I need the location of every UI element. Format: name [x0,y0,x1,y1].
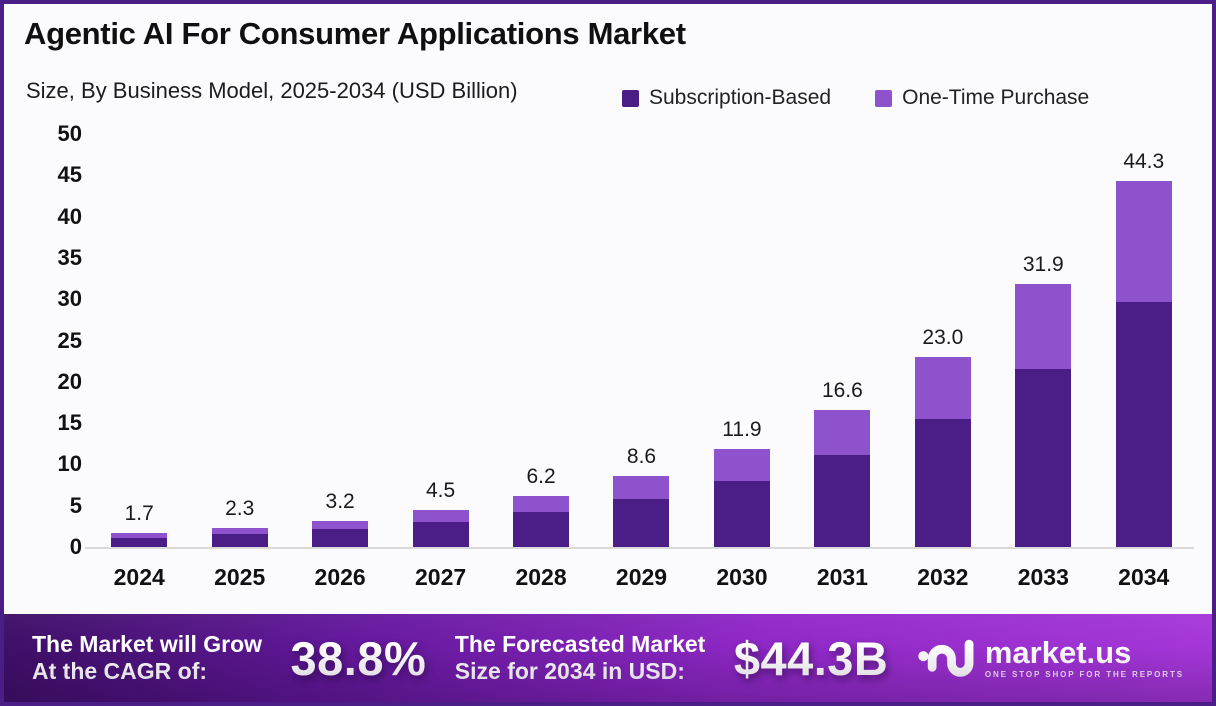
bar-segment-subscription [914,418,971,547]
bar-segment-subscription [111,537,168,547]
legend-item-subscription: Subscription-Based [622,86,831,110]
bar-segment-subscription [1115,301,1172,547]
y-axis-tick: 50 [57,121,82,146]
bar-total-label: 8.6 [626,444,657,468]
x-axis-label: 2024 [113,564,165,590]
bar-segment-onetime [513,495,570,513]
x-axis-label: 2028 [515,564,567,590]
x-axis-baseline [85,547,1194,549]
bar-column: 44.3 [1094,134,1194,547]
page-title: Agentic AI For Consumer Applications Mar… [24,16,686,51]
bar-column: 31.9 [993,134,1093,547]
bar-total-label: 4.5 [425,478,456,502]
bar-segment-onetime [312,520,369,529]
bar-segment-onetime [713,448,770,481]
y-axis-tick: 5 [69,492,82,518]
x-axis-label: 2034 [1118,564,1170,590]
forecast-label-line1: The Forecasted Market [454,630,706,657]
x-axis-labels: 2024 2025 2026 2027 2028 2029 2030 2031 2032 2033… [89,564,1194,591]
y-axis-tick: 40 [57,203,82,229]
bar-column: 8.6 [591,134,691,547]
x-axis-label: 2033 [1017,564,1069,590]
bar-column: 3.2 [290,134,390,547]
plot-area: 1.7 2.3 3.2 4.5 6.2 8.6 11.9 16.6 23.0 31.9 44.3 [85,134,1194,549]
bar-column: 6.2 [491,134,591,547]
y-axis-tick: 0 [69,534,82,559]
y-axis-tick: 30 [57,286,82,312]
bar-total-label: 31.9 [1022,252,1064,276]
bar-total-label: 3.2 [325,489,355,513]
y-axis-tick: 25 [57,327,82,353]
y-axis-tick: 35 [57,244,82,270]
forecast-label-line2: Size for 2034 in USD: [454,658,685,684]
bar-column: 11.9 [692,134,792,547]
legend-swatch-subscription-icon [622,89,639,107]
bar-total-label: 44.3 [1123,150,1165,174]
legend-swatch-onetime-icon [875,89,893,107]
bar-total-label: 6.2 [526,464,556,488]
logo-glyph-icon [918,639,974,677]
bar-total-label: 16.6 [821,378,863,402]
legend-label: One-Time Purchase [902,86,1090,109]
bar-column: 2.3 [189,134,289,547]
bar-segment-onetime [613,475,670,500]
x-axis-label: 2029 [615,564,668,590]
cagr-label: The Market will Grow At the CAGR of: [32,631,262,685]
cagr-label-line1: The Market will Grow [32,630,263,657]
chart-subtitle: Size, By Business Model, 2025-2034 (USD … [26,78,518,103]
bar-total-label: 2.3 [225,497,255,521]
bar-total-label: 1.7 [124,501,154,525]
y-axis-tick: 20 [57,368,82,394]
x-axis-label: 2031 [816,564,868,590]
bar-segment-subscription [814,454,871,547]
bar-segment-subscription [713,480,770,547]
logo-text: market.us [984,635,1132,670]
bar-segment-onetime [814,409,871,455]
x-axis-label: 2026 [314,564,366,590]
bar-column: 4.5 [390,134,490,547]
x-axis-label: 2027 [415,564,467,590]
cagr-label-line2: At the CAGR of: [32,658,208,684]
legend-item-onetime: One-Time Purchase [875,86,1089,110]
logo-tagline: ONE STOP SHOP FOR THE REPORTS [984,670,1184,679]
cagr-value: 38.8% [290,631,427,685]
y-axis: 0 5 10 15 20 25 30 35 40 45 50 [18,123,82,558]
y-axis-tick: 45 [57,162,82,188]
bar-column: 23.0 [893,134,993,547]
x-axis-label: 2032 [917,564,969,590]
forecast-value: $44.3B [733,631,889,685]
bar-segment-subscription [312,528,369,547]
legend-label: Subscription-Based [649,86,832,109]
bar-segment-onetime [914,357,971,419]
bar-segment-subscription [412,522,469,547]
forecast-label: The Forecasted Market Size for 2034 in U… [455,631,706,685]
bar-total-label: 23.0 [922,326,964,350]
bar-total-label: 11.9 [722,417,762,441]
bottom-banner: The Market will Grow At the CAGR of: 38.… [4,614,1212,702]
bar-segment-onetime [412,509,469,523]
bar-segment-subscription [513,512,570,547]
y-axis-tick: 10 [57,451,82,477]
legend: Subscription-Based One-Time Purchase [622,86,1089,110]
bar-segment-subscription [613,499,670,547]
bar-segment-onetime [1015,283,1072,370]
x-axis-label: 2030 [716,564,768,590]
bar-segment-onetime [1115,181,1172,302]
bar-column: 1.7 [89,134,189,547]
y-axis-tick: 15 [57,410,82,436]
bar-segment-subscription [1015,369,1072,547]
bar-segment-onetime [211,528,268,534]
x-axis-label: 2025 [214,564,266,590]
bar-segment-onetime [111,532,168,538]
market-us-logo: market.us ONE STOP SHOP FOR THE REPORTS [917,634,1184,682]
bar-segment-subscription [211,533,268,547]
bar-column: 16.6 [792,134,892,547]
